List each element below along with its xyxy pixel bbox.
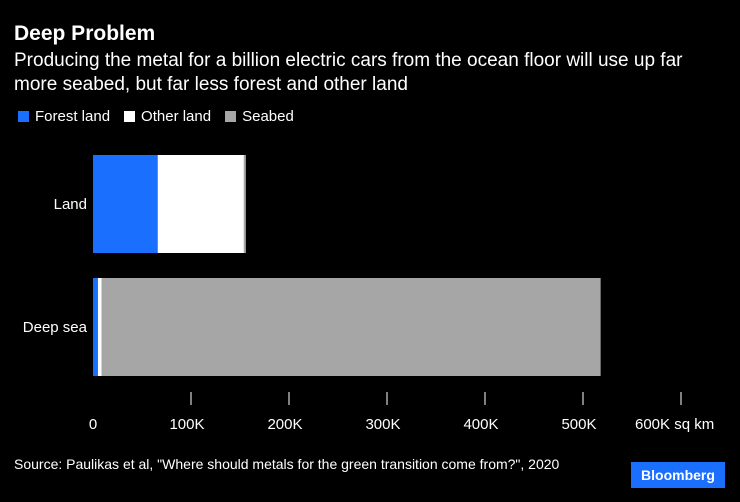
legend-item-seabed: Seabed <box>225 108 294 125</box>
bloomberg-logo: Bloomberg <box>631 462 725 488</box>
legend: Forest land Other land Seabed <box>18 108 308 125</box>
bar-deep-sea-other-land <box>97 278 102 376</box>
legend-swatch-other <box>124 111 136 122</box>
x-tick-label: 100K <box>169 416 204 433</box>
source-note: Source: Paulikas et al, "Where should me… <box>14 456 560 472</box>
x-tick-label: 0 <box>89 416 97 433</box>
x-tick-label: 600K sq km <box>635 416 714 433</box>
bar-deep-sea-seabed <box>101 278 601 376</box>
x-tick-label: 400K <box>463 416 498 433</box>
x-tick-label: 300K <box>365 416 400 433</box>
bar-chart: Land Deep sea 0 100K 200K 300K 400K 500K 600K sq… <box>23 155 714 433</box>
x-tick-label: 200K <box>267 416 302 433</box>
legend-item-other: Other land <box>124 108 211 125</box>
legend-swatch-seabed <box>225 111 237 122</box>
category-label: Deep sea <box>23 319 88 336</box>
legend-item-forest: Forest land <box>18 108 110 125</box>
bar-land-other-land <box>157 155 244 253</box>
x-tick-label: 500K <box>561 416 596 433</box>
category-label: Land <box>54 196 87 213</box>
legend-swatch-forest <box>18 111 29 122</box>
bar-land-seabed <box>243 155 246 253</box>
bar-deep-sea-forest-land <box>93 278 98 376</box>
chart-title: Deep Problem <box>14 22 156 45</box>
bar-land-forest-land <box>93 155 158 253</box>
legend-label-forest: Forest land <box>35 108 111 125</box>
legend-label-seabed: Seabed <box>242 108 294 125</box>
chart-subtitle: Producing the metal for a billion electr… <box>14 50 683 95</box>
legend-label-other: Other land <box>141 108 212 125</box>
